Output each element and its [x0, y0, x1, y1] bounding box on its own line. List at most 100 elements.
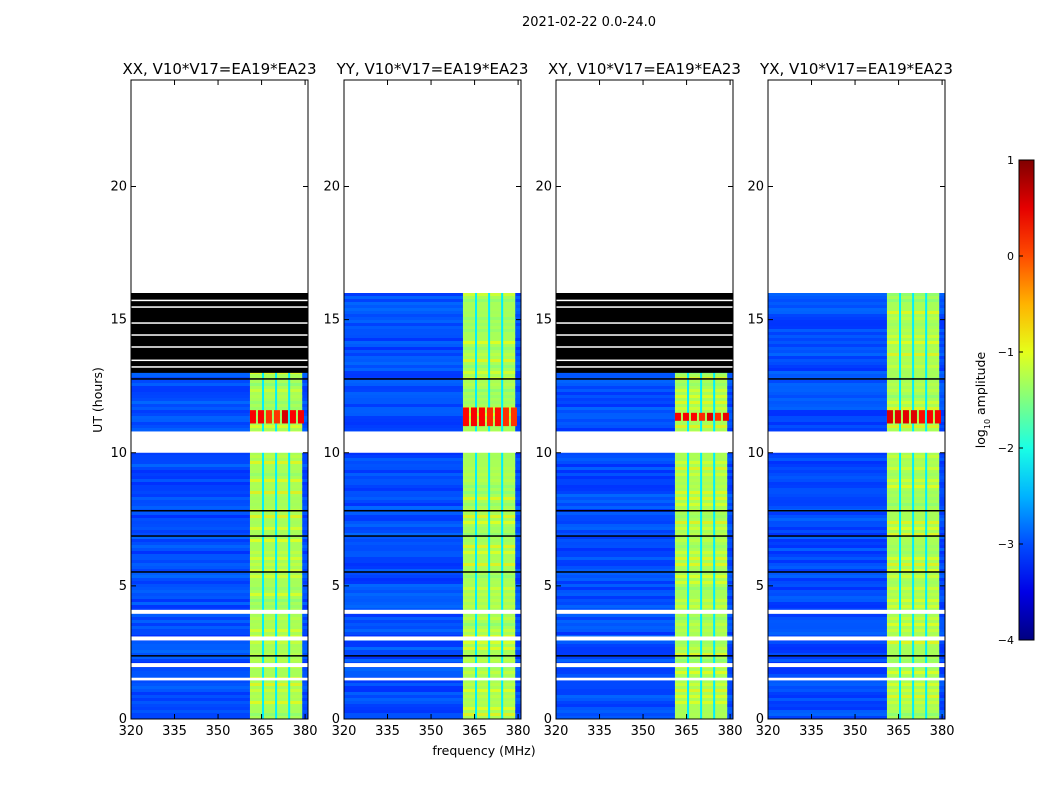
- peak-cell: [674, 412, 681, 421]
- noise-row: [344, 704, 521, 707]
- peak-cell: [273, 410, 280, 424]
- noise-row: [768, 626, 945, 629]
- peak-cell: [257, 410, 264, 424]
- y-tick-label: 0: [332, 712, 340, 727]
- noise-row: [131, 578, 308, 581]
- x-tick-label: 350: [419, 724, 444, 739]
- peak-cell: [722, 412, 729, 421]
- flagged-line: [131, 334, 308, 336]
- noise-row: [131, 380, 308, 383]
- noise-row: [768, 422, 945, 425]
- noise-row: [556, 569, 733, 572]
- noise-row: [768, 305, 945, 308]
- noise-row: [344, 542, 521, 545]
- noise-row: [768, 593, 945, 596]
- peak-cell: [486, 407, 493, 427]
- noise-row: [556, 548, 733, 551]
- peak-cell: [682, 412, 689, 421]
- noise-row: [768, 602, 945, 605]
- x-tick-label: 335: [375, 724, 400, 739]
- x-tick-label: 320: [332, 724, 357, 739]
- noise-row: [344, 596, 521, 599]
- noise-row: [768, 518, 945, 521]
- white-gap: [768, 431, 945, 453]
- noise-row: [131, 374, 308, 377]
- peak-cell: [470, 407, 477, 427]
- noise-row: [556, 596, 733, 599]
- noise-row: [344, 563, 521, 566]
- noise-row: [344, 383, 521, 386]
- peak-cell: [502, 407, 509, 427]
- noise-row: [768, 680, 945, 683]
- noise-row: [768, 551, 945, 554]
- noise-row: [556, 617, 733, 620]
- noise-row: [344, 551, 521, 554]
- noise-row: [556, 554, 733, 557]
- band-stripe: [475, 293, 478, 719]
- panel-xx: XX, V10*V17=EA19*EA23 320 335 350 365 380 0 5 10…: [110, 60, 317, 739]
- black-line: [131, 655, 308, 657]
- white-gap: [344, 677, 521, 681]
- noise-row: [768, 362, 945, 365]
- noise-row: [344, 695, 521, 698]
- peak-cell: [690, 412, 697, 421]
- noise-row: [768, 515, 945, 518]
- noise-row: [768, 599, 945, 602]
- noise-row: [344, 356, 521, 359]
- noise-row: [556, 461, 733, 464]
- noise-row: [131, 599, 308, 602]
- noise-row: [344, 461, 521, 464]
- noise-row: [344, 698, 521, 701]
- noise-row: [556, 656, 733, 659]
- noise-row: [556, 395, 733, 398]
- noise-row: [556, 455, 733, 458]
- noise-row: [556, 551, 733, 554]
- noise-row: [768, 458, 945, 461]
- panel-frame: [767, 79, 946, 720]
- noise-row: [556, 566, 733, 569]
- figure-suptitle: 2021-02-22 0.0-24.0: [522, 15, 656, 30]
- noise-row: [556, 698, 733, 701]
- noise-row: [768, 503, 945, 506]
- noise-row: [344, 533, 521, 536]
- black-line: [768, 535, 945, 537]
- noise-row: [768, 506, 945, 509]
- noise-row: [344, 296, 521, 299]
- noise-row: [131, 713, 308, 716]
- noise-row: [344, 335, 521, 338]
- noise-row: [556, 410, 733, 413]
- x-tick-label: 365: [462, 724, 487, 739]
- white-gap: [556, 431, 733, 453]
- noise-row: [131, 647, 308, 650]
- black-line: [556, 571, 733, 573]
- noise-row: [344, 617, 521, 620]
- noise-row: [556, 713, 733, 716]
- noise-row: [344, 671, 521, 674]
- noise-row: [344, 581, 521, 584]
- noise-row: [131, 506, 308, 509]
- noise-row: [768, 476, 945, 479]
- noise-row: [556, 632, 733, 635]
- noise-row: [344, 299, 521, 302]
- noise-row: [131, 683, 308, 686]
- noise-row: [556, 401, 733, 404]
- noise-row: [131, 428, 308, 431]
- white-gap: [344, 609, 521, 614]
- noise-row: [768, 569, 945, 572]
- colorbar-tick-label: 0: [1007, 250, 1014, 263]
- colorbar-tick-label: −3: [998, 538, 1014, 551]
- noise-row: [768, 338, 945, 341]
- noise-row: [556, 605, 733, 608]
- peak-cell: [249, 410, 256, 424]
- flagged-line: [131, 306, 308, 308]
- panel-xy: XY, V10*V17=EA19*EA23 320 335 350 365 380 0 5 10…: [535, 60, 742, 739]
- noise-row: [344, 398, 521, 401]
- noise-row: [768, 545, 945, 548]
- noise-row: [556, 581, 733, 584]
- black-line: [768, 378, 945, 380]
- noise-row: [344, 500, 521, 503]
- noise-row: [131, 419, 308, 422]
- noise-row: [131, 521, 308, 524]
- noise-row: [131, 608, 308, 611]
- noise-row: [768, 512, 945, 515]
